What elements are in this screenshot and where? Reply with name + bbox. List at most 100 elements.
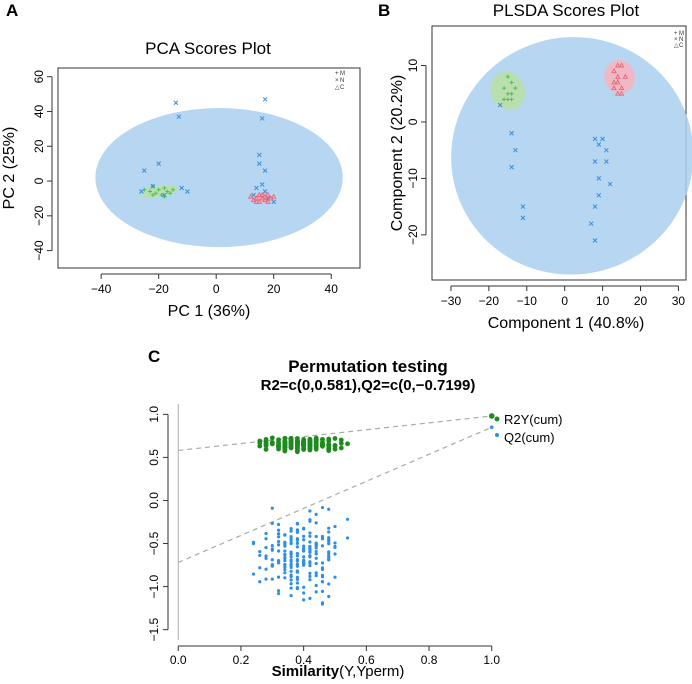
y-tick-label: 1.0 [147,406,161,423]
legend-r2y-marker [494,416,500,422]
x-tick-label: −20 [148,282,169,296]
r2y-point [301,440,307,446]
point-n [259,116,265,121]
q2-point [295,562,299,566]
q2-point [283,533,287,537]
q2-point [289,573,293,577]
point-n [604,147,609,153]
point-m [156,187,161,192]
q2-point [289,555,293,559]
q2-point [302,527,306,531]
point-m [171,187,176,192]
x-tick-label: 1.0 [483,653,500,667]
point-m [505,74,510,79]
panel-b-title: PLSDA Scores Plot [493,1,640,20]
q2-point [283,553,287,557]
x-tick-label: −10 [517,294,538,308]
point-n [600,136,605,142]
q2-point [314,512,318,517]
panel-b-legend-n: N [679,37,683,43]
svg-text:×: × [335,78,339,84]
y-tick-label: 0.0 [147,492,161,509]
q2-point [302,585,306,589]
panel-c: C Permutation testing R2=c(0,0.581),Q2=c… [147,347,563,680]
r2y-point [288,441,294,446]
q2-actual-point [489,425,494,430]
y-tick-label: 20 [32,139,46,153]
panel-c-x-label-bold: Similarity [272,663,340,680]
panel-c-x-label-rest: (Y,Yperm) [339,663,404,680]
point-n [254,185,259,191]
point-m [509,80,514,85]
q2-point [276,540,281,544]
r2y-point [320,442,325,448]
panel-c-reference-lines [178,415,492,564]
q2-point [264,554,268,558]
q2-point [302,558,306,562]
point-n [141,168,147,173]
q2-point [320,579,325,584]
point-c [265,191,271,197]
r2y-point [294,449,300,455]
point-c [611,84,617,91]
panel-b-points [497,62,629,243]
q2-point [308,509,312,513]
q2-point [327,550,331,554]
point-n [592,136,598,142]
q2-point [289,529,293,533]
point-n [592,238,598,243]
panel-a-plot-frame [57,67,361,269]
q2-point [320,544,325,548]
panel-c-label: C [148,347,160,366]
q2-point [308,540,312,544]
r2y-point [313,443,319,449]
panel-a-title: PCA Scores Plot [145,39,271,58]
q2-point [276,535,281,539]
r2y-point [294,445,300,451]
panel-b-legend: + M × N △ C [674,31,684,49]
legend-q2-label: Q2(cum) [504,430,555,445]
point-n [173,100,179,106]
x-tick-label: 0.2 [233,653,250,667]
r2y-point [307,445,313,451]
point-c [615,73,621,79]
panel-c-subtitle: R2=c(0,0.581),Q2=c(0,−0.7199) [261,377,476,394]
point-n [262,168,268,173]
y-tick-label: −20 [406,224,420,245]
q2-point [276,522,281,527]
q2-point [320,575,325,579]
point-n [262,189,268,194]
point-n [162,192,167,198]
point-n [596,142,602,147]
q2-point [276,591,281,596]
point-c [256,191,263,197]
r2y-point [345,441,350,447]
point-c [618,84,625,91]
q2-point [333,545,337,550]
q2-point [295,581,299,585]
q2-point [270,564,274,568]
q2-point [314,583,318,588]
svg-text:△: △ [674,43,679,49]
point-n [596,176,602,181]
q2-point [270,558,274,562]
panel-c-axes: 0.0 0.2 0.4 0.6 0.8 1.0 −1.5 −1.0 −0.5 0.0 0.5 1.0 [147,404,500,667]
q2-point [308,554,312,558]
panel-b-legend-m: M [679,31,684,37]
q2-point [251,572,256,576]
panel-b-legend-c: C [679,43,684,49]
panel-a-y-ticks: −40 −20 0 20 40 60 [32,70,53,261]
q2-point [295,551,299,556]
q2-point [295,528,299,533]
y-tick-label: −40 [32,240,46,261]
q2-point [327,537,331,542]
point-n [497,102,503,108]
q2-point [314,534,318,539]
point-m [148,189,153,194]
q2-point [345,517,350,521]
r2y-point [326,448,332,454]
x-tick-label: −40 [91,282,112,296]
point-n [509,130,514,136]
panel-a-y-label: PC 2 (25%) [1,127,18,210]
